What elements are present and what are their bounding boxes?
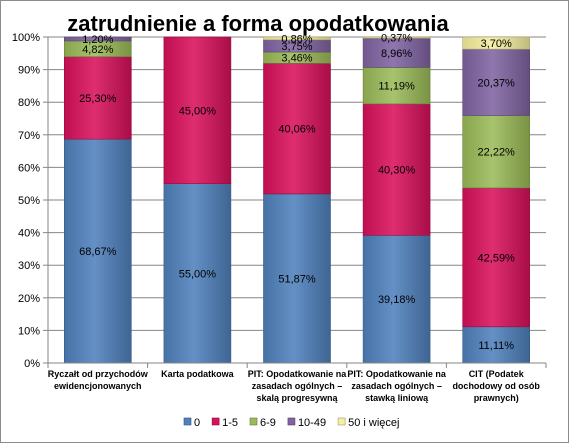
- bars: [63, 36, 531, 364]
- data-label: 45,00%: [179, 105, 217, 117]
- data-label: 11,19%: [378, 81, 415, 93]
- data-label: 11,11%: [478, 340, 514, 352]
- legend-item: 10-49: [287, 417, 326, 429]
- bar-segment: [63, 36, 132, 42]
- x-category-label: PIT: Opodatkowanie na zasadach ogólnych –…: [347, 369, 447, 403]
- bar-segment: [263, 36, 331, 41]
- legend-swatch: [183, 417, 192, 426]
- bar-segment: [462, 115, 531, 189]
- legend-label: 6-9: [260, 417, 276, 429]
- y-tick-label: 100%: [12, 32, 40, 44]
- legend: 0 1-5 6-9 10-49 50 i więcej: [183, 417, 399, 429]
- y-tick-label: 70%: [18, 130, 40, 142]
- y-tick-label: 10%: [18, 325, 40, 337]
- bar-segment: [462, 48, 531, 116]
- legend-label: 10-49: [298, 417, 326, 429]
- x-category-label: Karta podatkowa: [161, 369, 235, 379]
- axes: 0% 10% 20% 30% 40% 50% 60% 70% 80% 90% 100% Ryczałt…: [12, 32, 547, 403]
- data-label: 55,00%: [179, 268, 217, 280]
- data-label: 22,22%: [478, 147, 516, 159]
- y-tick-label: 50%: [18, 195, 40, 207]
- data-labels: 68,67% 25,30% 4,82%1,20% 55,00% 45,00% 51,87%…: [79, 33, 515, 352]
- bar-segment: [462, 187, 531, 328]
- bar-segment: [263, 193, 331, 364]
- data-label: 51,87%: [278, 273, 316, 285]
- legend-swatch: [337, 417, 346, 426]
- legend-item: 1-5: [211, 417, 238, 429]
- bar-segment: [362, 103, 431, 236]
- legend-label: 1-5: [222, 417, 238, 429]
- bar-segment: [462, 326, 531, 364]
- y-tick-label: 20%: [18, 293, 40, 305]
- legend-item: 6-9: [249, 417, 276, 429]
- data-label: 1,20%: [82, 34, 113, 46]
- bar-segment: [63, 138, 132, 364]
- x-category-label: Ryczałt od przychodów ewidencjonowanych: [48, 369, 149, 391]
- data-label: 0,37%: [381, 33, 412, 45]
- data-label: 8,96%: [381, 48, 412, 60]
- bar-segment: [163, 183, 232, 364]
- legend-swatch: [211, 417, 220, 426]
- data-label: 3,70%: [481, 38, 512, 50]
- y-tick-label: 80%: [18, 97, 40, 109]
- bar-segment: [362, 67, 431, 105]
- bar-segment: [163, 36, 232, 184]
- data-label: 68,67%: [79, 246, 117, 258]
- y-tick-label: 40%: [18, 228, 40, 240]
- y-tick-label: 30%: [18, 260, 40, 272]
- legend-swatch: [287, 417, 296, 426]
- legend-item: 50 i więcej: [337, 417, 399, 429]
- data-label: 40,30%: [378, 165, 416, 177]
- chart-title: zatrudnienie a forma opodatkowania: [67, 11, 449, 36]
- bar-segment: [362, 36, 431, 39]
- data-label: 3,46%: [281, 53, 312, 65]
- bar-segment: [362, 234, 431, 364]
- data-label: 42,59%: [478, 252, 516, 264]
- legend-item: 0: [183, 417, 200, 429]
- data-label: 40,06%: [278, 124, 316, 136]
- bar-segment: [63, 56, 132, 140]
- data-label: 4,82%: [82, 44, 113, 56]
- data-label: 39,18%: [378, 294, 416, 306]
- x-category-label: PIT: Opodatkowanie na zasadach ogólnych –…: [248, 369, 348, 403]
- legend-label: 0: [194, 417, 200, 429]
- bar-segment: [263, 63, 331, 195]
- data-label: 3,75%: [281, 41, 312, 53]
- data-label: 0,86%: [281, 33, 312, 45]
- bar-segment: [362, 37, 431, 68]
- legend-label: 50 i więcej: [348, 417, 399, 429]
- y-tick-label: 0%: [24, 358, 40, 370]
- data-label: 20,37%: [478, 77, 516, 89]
- legend-swatch: [249, 417, 258, 426]
- y-tick-label: 90%: [18, 65, 40, 77]
- y-tick-label: 60%: [18, 162, 40, 174]
- data-label: 25,30%: [79, 93, 117, 105]
- bar-segment: [462, 36, 531, 50]
- x-category-label: CIT (Podatek dochodowy od osób prawnych): [452, 369, 540, 403]
